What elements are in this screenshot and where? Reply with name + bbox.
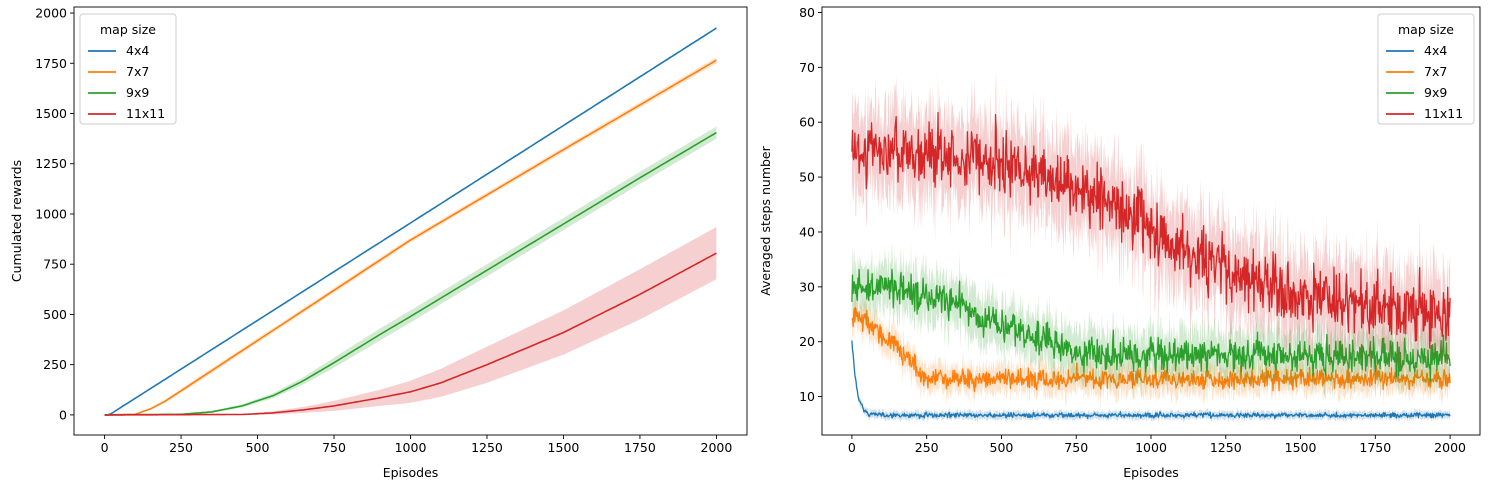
x-axis-label: Episodes bbox=[383, 465, 439, 480]
x-tick-label: 1250 bbox=[471, 440, 503, 455]
series-11x11 bbox=[104, 227, 717, 416]
y-axis-label: Averaged steps number bbox=[758, 145, 773, 295]
x-tick-label: 0 bbox=[848, 440, 856, 455]
y-tick-label: 2000 bbox=[35, 6, 67, 21]
line-11x11 bbox=[104, 252, 717, 416]
series-7x7 bbox=[851, 288, 1451, 410]
x-tick-label: 0 bbox=[101, 440, 109, 455]
y-axis-label: Cumulated rewards bbox=[9, 160, 24, 282]
y-tick-label: 1250 bbox=[35, 156, 67, 171]
x-tick-label: 750 bbox=[322, 440, 346, 455]
x-tick-label: 2000 bbox=[1434, 440, 1466, 455]
legend: map size 4x4 7x7 9x9 11x11 bbox=[79, 13, 177, 125]
x-tick-label: 1000 bbox=[1135, 440, 1167, 455]
series-7x7 bbox=[104, 57, 717, 416]
x-tick-label: 500 bbox=[990, 440, 1014, 455]
line-4x4 bbox=[851, 340, 1451, 419]
plot-area bbox=[104, 27, 717, 416]
line-9x9 bbox=[851, 268, 1451, 383]
legend: map size 4x4 7x7 9x9 11x11 bbox=[1377, 13, 1475, 125]
y-tick-label: 30 bbox=[799, 279, 815, 294]
line-4x4 bbox=[104, 27, 717, 416]
y-ticks: 0 250 500 750 1000 1250 1500 1750 2000 bbox=[35, 6, 74, 422]
y-tick-label: 1500 bbox=[35, 106, 67, 121]
series-9x9 bbox=[851, 241, 1451, 405]
legend-label-7x7: 7x7 bbox=[1424, 64, 1447, 79]
line-7x7 bbox=[104, 59, 717, 416]
y-tick-label: 70 bbox=[799, 60, 815, 75]
x-tick-label: 1750 bbox=[624, 440, 656, 455]
y-tick-label: 60 bbox=[799, 115, 815, 130]
legend-title: map size bbox=[1398, 22, 1454, 37]
band-4x4 bbox=[104, 27, 717, 415]
line-11x11 bbox=[851, 111, 1451, 349]
x-tick-label: 500 bbox=[246, 440, 270, 455]
legend-title: map size bbox=[100, 22, 156, 37]
series-9x9 bbox=[104, 126, 717, 416]
y-ticks: 10 20 30 40 50 60 70 80 bbox=[799, 5, 822, 404]
x-ticks: 0 250 500 750 1000 1250 1500 1750 2000 bbox=[101, 435, 733, 455]
x-tick-label: 1750 bbox=[1359, 440, 1391, 455]
chart-2: 0 250 500 750 1000 1250 1500 1750 2000 10 20 30 40 50… bbox=[758, 5, 1481, 480]
plot-area bbox=[851, 71, 1451, 423]
x-tick-label: 2000 bbox=[701, 440, 733, 455]
x-tick-label: 1000 bbox=[395, 440, 427, 455]
x-tick-label: 250 bbox=[915, 440, 939, 455]
y-tick-label: 80 bbox=[799, 5, 815, 20]
y-tick-label: 500 bbox=[43, 307, 67, 322]
y-tick-label: 40 bbox=[799, 224, 815, 239]
legend-label-4x4: 4x4 bbox=[1424, 43, 1447, 58]
x-tick-label: 250 bbox=[169, 440, 193, 455]
series-11x11 bbox=[851, 71, 1451, 395]
x-ticks: 0 250 500 750 1000 1250 1500 1750 2000 bbox=[848, 435, 1466, 455]
legend-label-9x9: 9x9 bbox=[1424, 85, 1447, 100]
y-tick-label: 1750 bbox=[35, 56, 67, 71]
x-tick-label: 1250 bbox=[1210, 440, 1242, 455]
x-axis-label: Episodes bbox=[1123, 465, 1179, 480]
y-tick-label: 750 bbox=[43, 257, 67, 272]
x-tick-label: 1500 bbox=[548, 440, 580, 455]
series-4x4 bbox=[851, 336, 1451, 423]
line-7x7 bbox=[851, 307, 1451, 393]
legend-label-9x9: 9x9 bbox=[126, 85, 149, 100]
legend-box bbox=[1377, 13, 1475, 125]
x-tick-label: 1500 bbox=[1285, 440, 1317, 455]
band-7x7 bbox=[104, 57, 717, 415]
y-tick-label: 250 bbox=[43, 357, 67, 372]
y-tick-label: 20 bbox=[799, 334, 815, 349]
legend-label-4x4: 4x4 bbox=[126, 43, 149, 58]
legend-label-7x7: 7x7 bbox=[126, 64, 149, 79]
chart-1: 0 250 500 750 1000 1250 1500 1750 2000 0 250 500 750… bbox=[9, 6, 748, 480]
legend-label-11x11: 11x11 bbox=[1424, 106, 1463, 121]
y-tick-label: 1000 bbox=[35, 206, 67, 221]
y-tick-label: 10 bbox=[799, 389, 815, 404]
line-9x9 bbox=[104, 131, 717, 416]
band-11x11 bbox=[104, 227, 717, 415]
legend-box bbox=[79, 13, 177, 125]
series-4x4 bbox=[104, 27, 717, 416]
band-9x9 bbox=[851, 241, 1451, 405]
y-tick-label: 50 bbox=[799, 170, 815, 185]
band-9x9 bbox=[104, 126, 717, 415]
legend-label-11x11: 11x11 bbox=[126, 106, 165, 121]
y-tick-label: 0 bbox=[59, 407, 67, 422]
x-tick-label: 750 bbox=[1064, 440, 1088, 455]
